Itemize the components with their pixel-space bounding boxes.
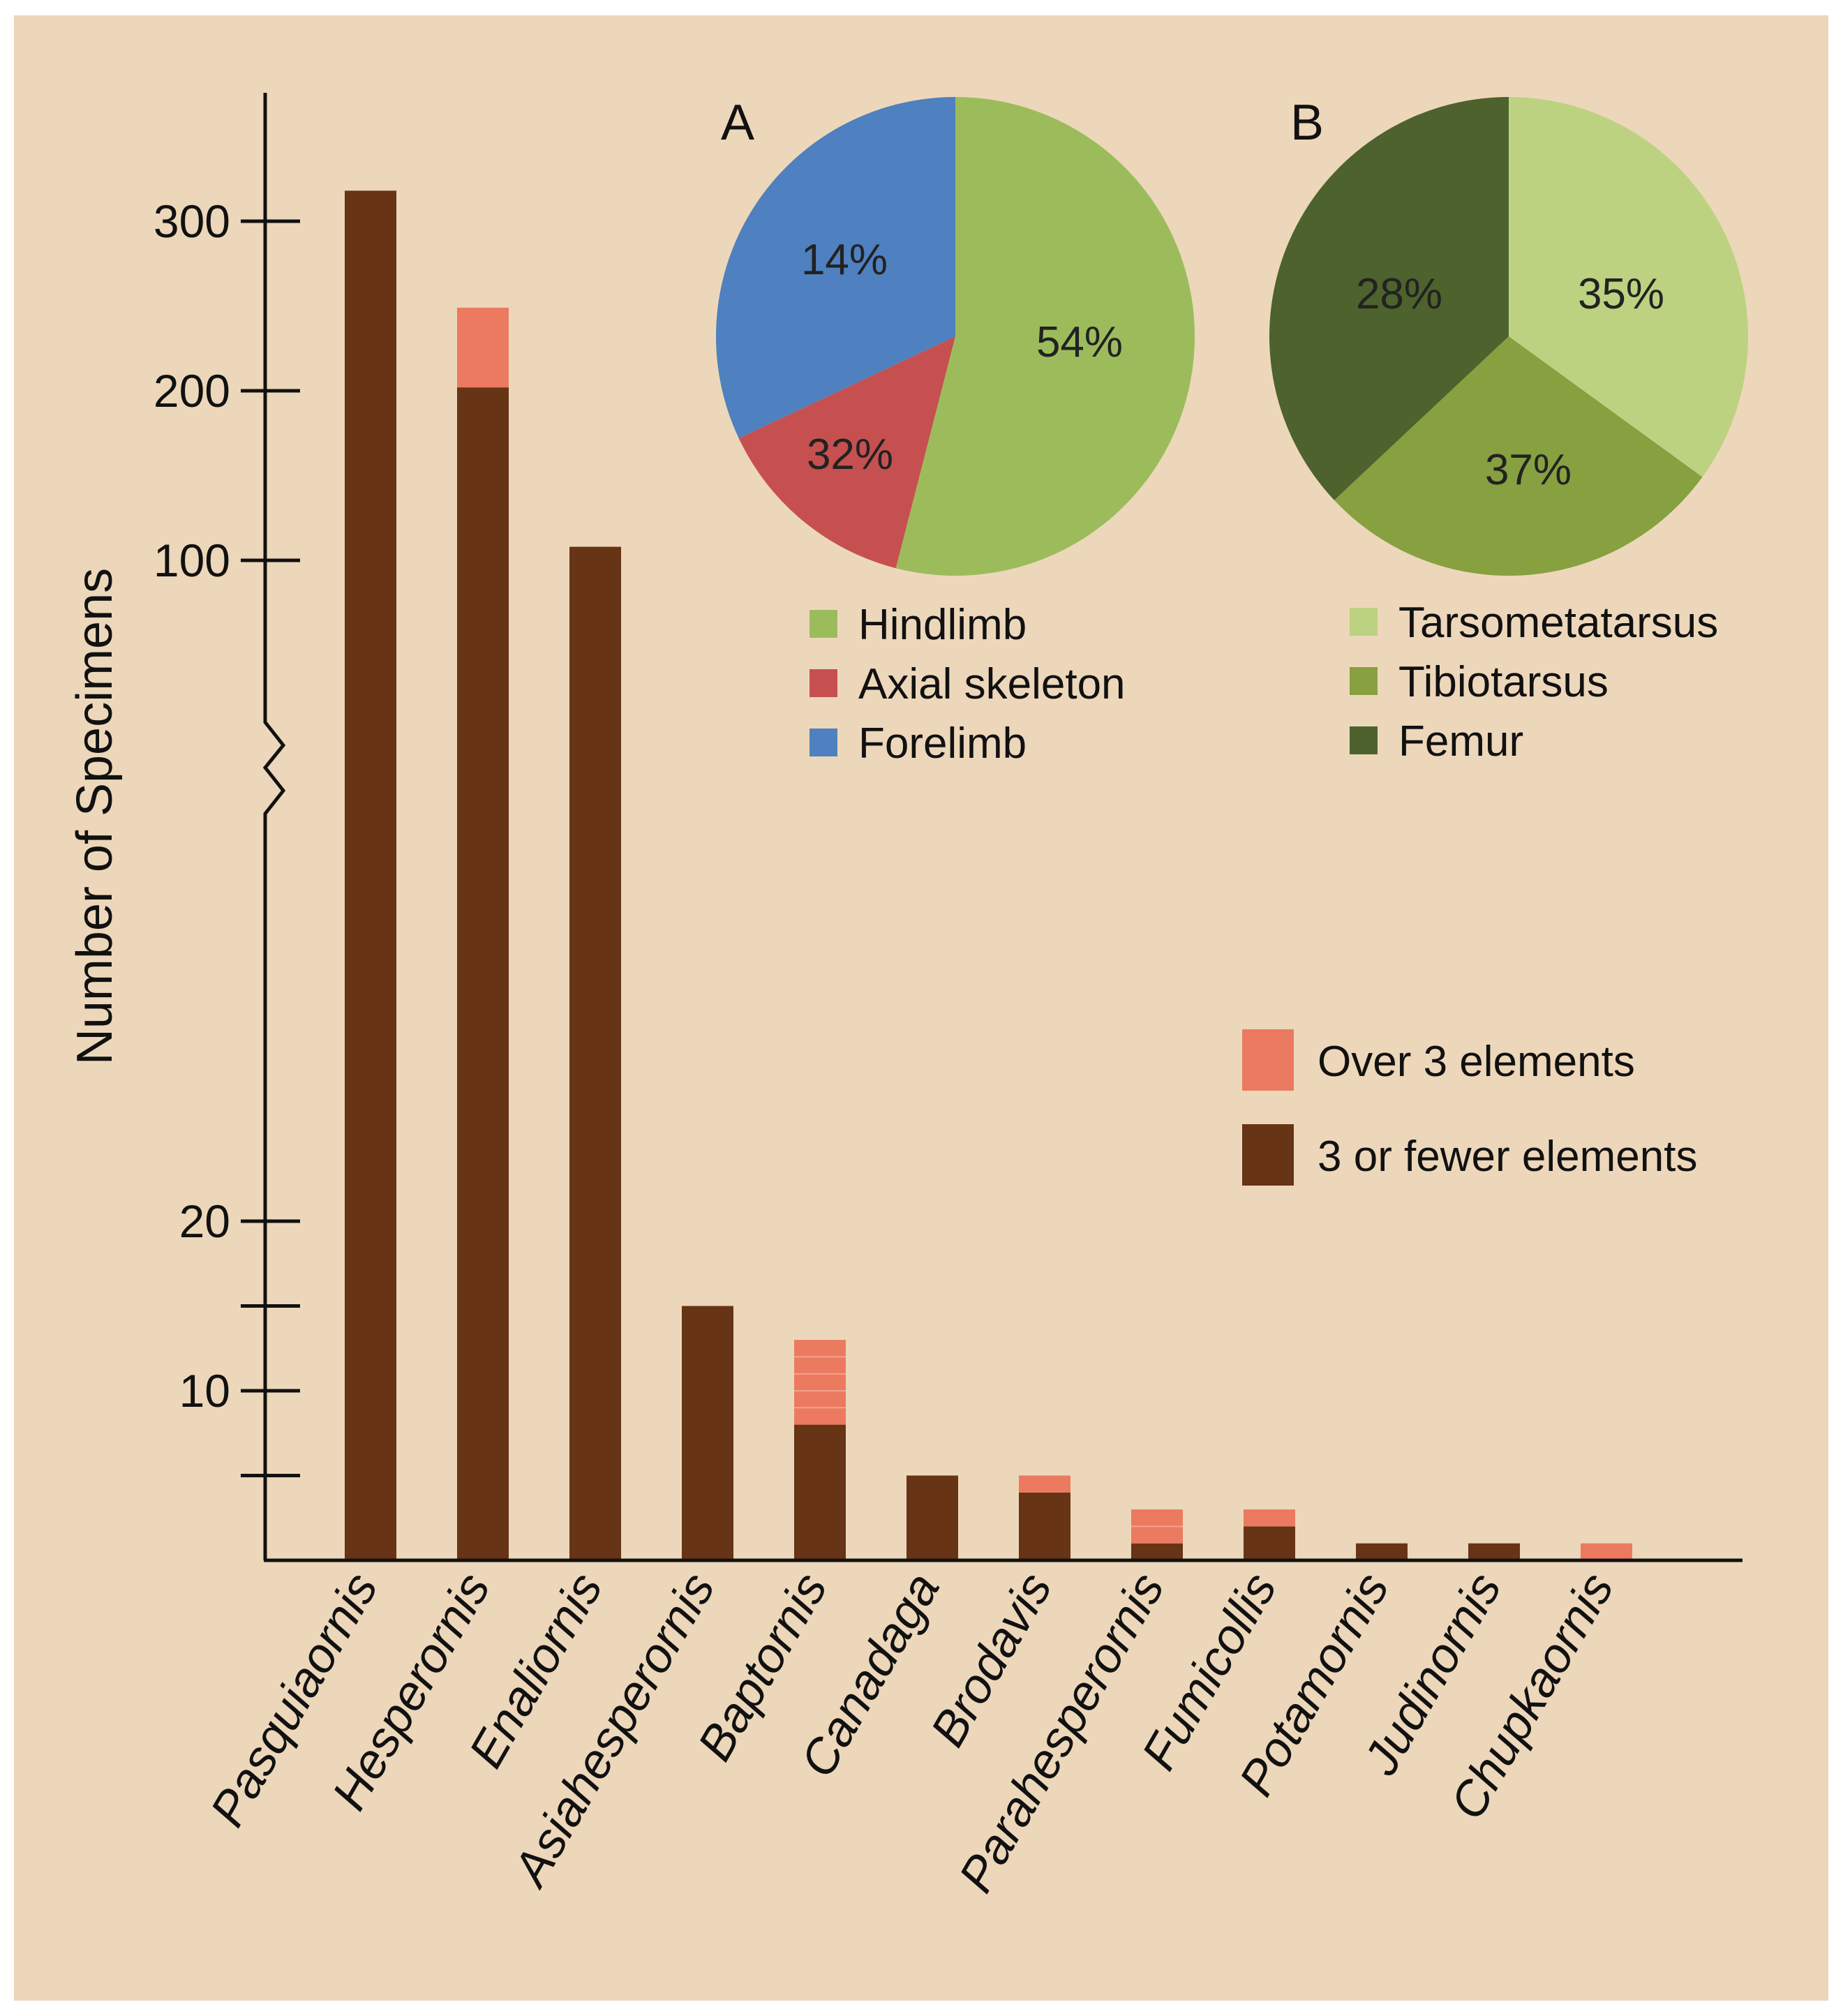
bar-segment-3-or-fewer	[1468, 1543, 1520, 1560]
panel-letter: A	[721, 95, 754, 151]
legend-label-over-3: Over 3 elements	[1318, 1038, 1635, 1086]
pie-legend-label: Forelimb	[858, 719, 1027, 768]
pie-legend-label: Tibiotarsus	[1398, 658, 1609, 706]
pie-legend-label: Tarsometatarsus	[1398, 599, 1718, 647]
bar-segment-over-3	[1581, 1543, 1632, 1560]
y-tick-label: 200	[154, 365, 230, 417]
bar-segment-3-or-fewer	[682, 1306, 733, 1560]
bar-segment-3-or-fewer	[1356, 1543, 1408, 1560]
bar-segment-3-or-fewer	[794, 1424, 846, 1560]
pie-legend-swatch	[809, 669, 837, 697]
pie-slice	[1269, 97, 1509, 500]
bar-segment-3-or-fewer	[569, 546, 621, 1560]
pie-legend-label: Axial skeleton	[858, 660, 1126, 708]
bar-segment-over-3	[457, 307, 509, 388]
y-tick-label: 300	[154, 195, 230, 247]
pie-legend-swatch	[1350, 726, 1378, 754]
panel-letter: B	[1290, 95, 1324, 151]
pie-legend-label: Femur	[1398, 717, 1523, 766]
bar-segment-3-or-fewer	[1244, 1526, 1295, 1560]
legend-swatch-over-3	[1242, 1029, 1294, 1091]
pie-legend-swatch	[1350, 667, 1378, 695]
pie-slice	[1509, 97, 1748, 477]
bar-legend: Over 3 elements 3 or fewer elements	[1242, 1029, 1697, 1186]
bar-segment-3-or-fewer	[906, 1475, 958, 1560]
pie-slice-label: 35%	[1578, 270, 1664, 318]
pie-legend-swatch	[809, 610, 837, 638]
pie-slice	[738, 336, 955, 569]
y-axis-title: Number of Specimens	[67, 568, 123, 1065]
bar-segment-3-or-fewer	[1019, 1492, 1070, 1560]
y-tick-label: 20	[179, 1195, 230, 1247]
y-tick-label: 10	[179, 1365, 230, 1417]
pie-slice	[895, 97, 1195, 576]
pie-slice-label: 54%	[1036, 318, 1123, 366]
pie-chart-b: 35% 28% 37% B Tarsometatarsus Tibiotarsus Femu…	[1269, 95, 1748, 766]
bar-segment-over-3	[1019, 1475, 1070, 1493]
pie-legend-swatch	[809, 729, 837, 756]
y-axis-line	[262, 93, 286, 1560]
bar-chart	[345, 191, 1632, 1560]
pie-slice-label: 32%	[807, 431, 893, 479]
legend-label-3-or-fewer: 3 or fewer elements	[1318, 1133, 1697, 1181]
pie-slice	[1334, 336, 1703, 576]
bar-segment-3-or-fewer	[457, 387, 509, 1560]
y-axis: 300 200 100 20 10 Number of Specimens	[67, 93, 300, 1560]
y-tick-label: 100	[154, 535, 230, 586]
bar-segment-3-or-fewer	[1131, 1543, 1183, 1560]
pie-legend-label: Hindlimb	[858, 601, 1027, 649]
pie-slice	[715, 97, 955, 439]
pie-slice-label: 28%	[1356, 270, 1442, 318]
pie-chart-a: 54% 14% 32% A Hindlimb Axial skeleton Forelimb	[715, 95, 1195, 768]
bar-segment-over-3	[1244, 1509, 1295, 1527]
legend-swatch-3-or-fewer	[1242, 1124, 1294, 1186]
pie-slice-label: 37%	[1485, 446, 1572, 494]
pie-legend-swatch	[1350, 608, 1378, 636]
pie-slice-label: 14%	[801, 236, 888, 284]
bar-segment-over-3	[794, 1340, 846, 1425]
bar-segment-3-or-fewer	[345, 191, 396, 1560]
